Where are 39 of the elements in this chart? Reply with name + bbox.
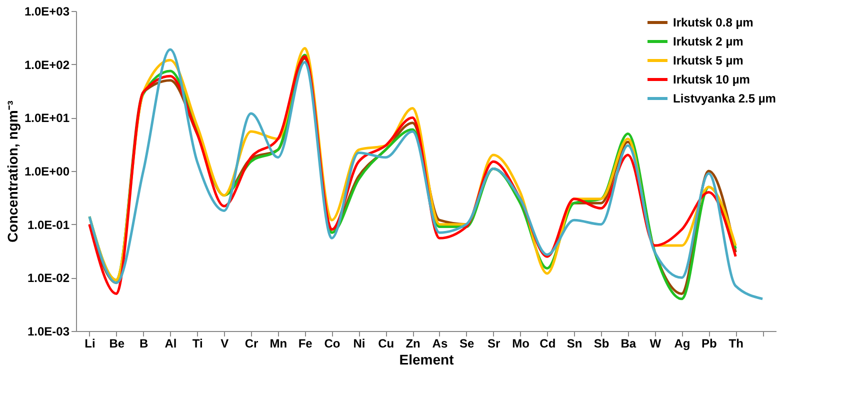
x-tick-label: Pb (702, 336, 717, 350)
x-tick-label: Mn (270, 336, 288, 350)
y-tick-label: 1.0E-01 (27, 218, 70, 232)
x-tick-label: Al (164, 336, 177, 350)
x-tick-label: B (139, 336, 148, 350)
x-tick-label: Mo (512, 336, 530, 350)
x-tick-label: Li (84, 336, 96, 350)
x-tick-label: Th (728, 336, 744, 350)
y-tick-label: 1.0E+02 (24, 58, 70, 72)
x-tick-label: Ag (674, 336, 690, 350)
legend-label: Irkutsk 2 µm (673, 34, 744, 48)
x-tick-label: W (650, 336, 662, 350)
x-tick-label: Sn (566, 336, 582, 350)
x-tick-label: Cu (378, 336, 394, 350)
x-tick-label: Ti (192, 336, 203, 350)
y-tick-label: 1.0E-03 (27, 324, 70, 338)
x-tick-label: As (432, 336, 448, 350)
y-tick-label: 1.0E+01 (24, 111, 70, 126)
legend-label: Irkutsk 10 µm (673, 72, 750, 86)
x-tick-label: V (220, 336, 229, 350)
x-tick-label: Fe (298, 336, 313, 350)
y-tick-label: 1.0E+03 (24, 4, 70, 18)
x-tick-label: Cd (540, 336, 556, 350)
x-tick-label: Se (460, 336, 475, 350)
y-axis-title: Concentration, ngm⁻³ (4, 100, 20, 242)
x-tick-label: Ba (620, 336, 636, 350)
legend-label: Irkutsk 0.8 µm (673, 16, 754, 30)
y-tick-label: 1.0E+00 (24, 164, 70, 178)
x-tick-label: Sb (594, 336, 610, 350)
x-tick-label: Sr (487, 336, 500, 350)
x-tick-label: Be (109, 336, 125, 350)
x-tick-label: Zn (406, 336, 420, 350)
x-tick-label: Cr (244, 336, 258, 350)
x-axis-title: Element (399, 352, 454, 368)
y-tick-label: 1.0E-02 (27, 271, 70, 286)
x-tick-label: Co (324, 336, 340, 350)
legend-label: Irkutsk 5 µm (673, 54, 744, 68)
legend-label: Listvyanka 2.5 µm (673, 92, 776, 106)
x-tick-label: Ni (353, 336, 366, 350)
